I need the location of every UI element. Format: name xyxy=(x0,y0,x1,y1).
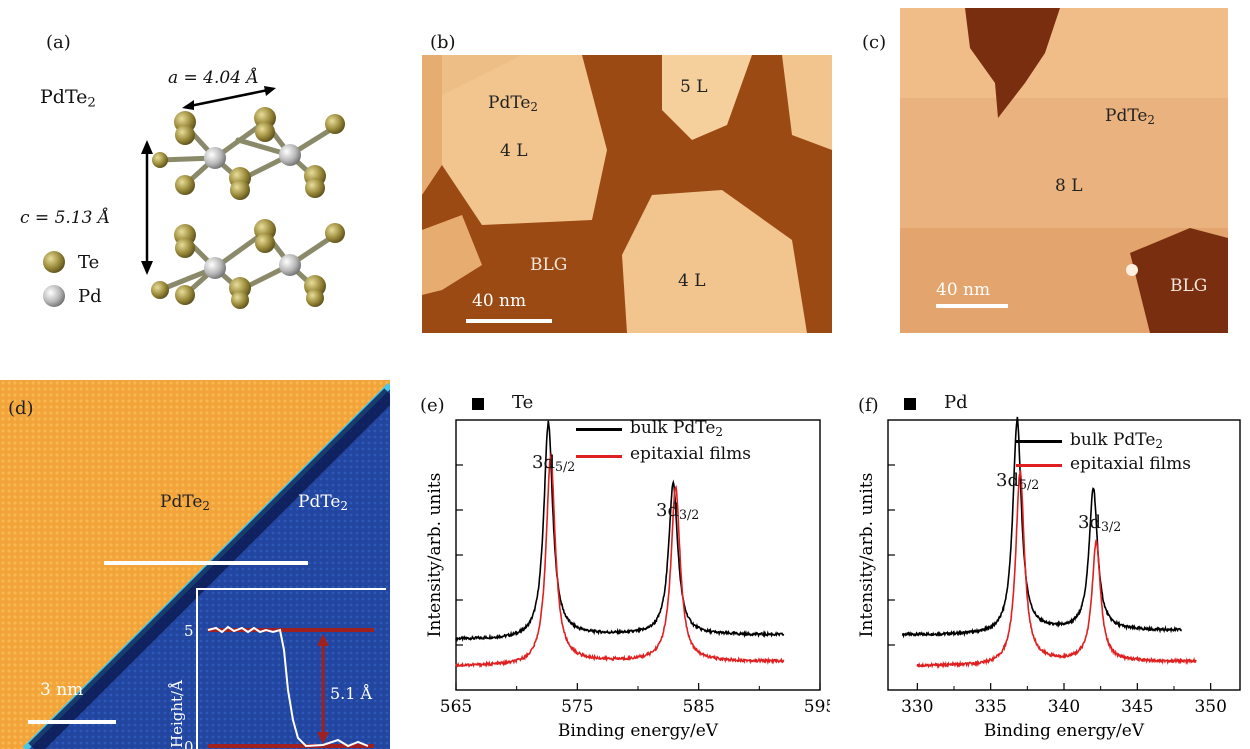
label-c-8l: 8 L xyxy=(1055,176,1083,196)
square-marker-icon xyxy=(904,398,916,410)
crystal-structure xyxy=(141,86,345,309)
chart-f-title: Pd xyxy=(944,392,968,413)
label-c-blg: BLG xyxy=(1170,276,1208,296)
legend-e-bulk: bulk PdTe2 xyxy=(630,418,723,439)
panel-c-label: (c) xyxy=(862,32,887,53)
x-axis-label: Binding energy/eV xyxy=(558,721,719,741)
inset-step-label: 5.1 Å xyxy=(330,684,373,703)
panel-d-label: (d) xyxy=(8,398,34,419)
x-tick-label: 595 xyxy=(804,697,830,717)
x-tick-label: 565 xyxy=(440,697,472,717)
lattice-a-label: a = 4.04 Å xyxy=(168,68,259,88)
legend-pd-label: Pd xyxy=(78,286,102,307)
series-line-bulk xyxy=(455,420,785,643)
legend-f-film-swatch xyxy=(1016,464,1062,467)
y-axis-label: Intensity/arb. units xyxy=(857,473,877,638)
inset-tick-0: 0 xyxy=(184,738,194,749)
legend-f-film: epitaxial films xyxy=(1070,454,1191,474)
chart-e-title: Te xyxy=(512,392,534,413)
inset-ylabel: Height/Å xyxy=(168,680,186,748)
xps-chart-pd: 330 335 340 345 350 Binding energy/eV Intensit… xyxy=(857,416,1241,741)
x-tick-label: 575 xyxy=(561,697,593,717)
stm-image-b: PdTe2 5 L 4 L BLG 4 L 40 nm xyxy=(422,55,832,333)
label-b-pdte2: PdTe2 xyxy=(488,93,538,114)
x-tick-label: 350 xyxy=(1194,697,1226,717)
label-b-blg: BLG xyxy=(530,255,568,275)
series-line-films xyxy=(455,453,785,668)
legend-f-bulk-swatch xyxy=(1016,440,1062,443)
x-tick-label: 585 xyxy=(682,697,714,717)
lattice-a-arrow xyxy=(182,86,276,110)
x-tick-label: 335 xyxy=(974,697,1006,717)
profile-line xyxy=(104,561,308,565)
scale-label-c: 40 nm xyxy=(936,280,991,300)
peak-e-2: 3d3/2 xyxy=(656,500,700,523)
label-d-right: PdTe2 xyxy=(298,492,348,513)
te-atom-icon xyxy=(43,251,65,273)
legend-e-film-swatch xyxy=(576,455,622,458)
scale-label-d: 3 nm xyxy=(40,680,84,700)
lattice-c-arrow xyxy=(141,140,153,275)
series-line-films xyxy=(916,470,1197,670)
height-profile-inset: 5 0 5.1 Å xyxy=(184,588,386,749)
lattice-c-label: c = 5.13 Å xyxy=(20,208,111,228)
peak-f-2: 3d3/2 xyxy=(1078,512,1122,535)
x-tick-label: 340 xyxy=(1048,697,1080,717)
series-line-bulk xyxy=(901,416,1183,639)
x-tick-label: 345 xyxy=(1121,697,1153,717)
peak-f-1: 3d5/2 xyxy=(996,470,1040,493)
panel-b-label: (b) xyxy=(430,32,456,53)
inset-tick-5: 5 xyxy=(184,622,194,640)
peak-e-1: 3d5/2 xyxy=(532,452,576,475)
y-axis-label: Intensity/arb. units xyxy=(425,473,445,638)
legend-te-label: Te xyxy=(78,252,100,273)
scale-bar-c xyxy=(936,304,1008,308)
panel-a-compound: PdTe2 xyxy=(40,86,96,111)
panel-a-label: (a) xyxy=(46,32,71,53)
stm-image-c: PdTe2 8 L BLG 40 nm xyxy=(900,8,1228,333)
label-b-4l-bottom: 4 L xyxy=(678,271,706,291)
scale-label-b: 40 nm xyxy=(472,291,527,311)
x-tick-label: 330 xyxy=(901,697,933,717)
square-marker-icon xyxy=(472,398,484,410)
legend-e-film: epitaxial films xyxy=(630,444,751,464)
pd-atom-icon xyxy=(43,285,65,307)
label-d-left: PdTe2 xyxy=(160,492,210,513)
legend-e-bulk-swatch xyxy=(576,428,622,431)
label-b-4l-top: 4 L xyxy=(500,141,528,161)
label-b-5l: 5 L xyxy=(680,77,708,97)
scale-bar-b xyxy=(466,319,552,323)
legend-f-bulk: bulk PdTe2 xyxy=(1070,430,1163,451)
panel-f-label: (f) xyxy=(858,395,879,416)
label-c-pdte2: PdTe2 xyxy=(1105,106,1155,127)
scale-bar-d xyxy=(28,720,116,724)
panel-e-label: (e) xyxy=(420,395,445,416)
stm-image-d: (d) PdTe2 PdTe2 3 nm 5 0 5.1 Å Height/Å xyxy=(0,380,390,749)
atom-legend-icons xyxy=(43,251,65,307)
xps-chart-te: 565 575 585 595 Binding energy/eV Intensity/a… xyxy=(425,419,830,741)
x-axis-label: Binding energy/eV xyxy=(984,721,1145,741)
